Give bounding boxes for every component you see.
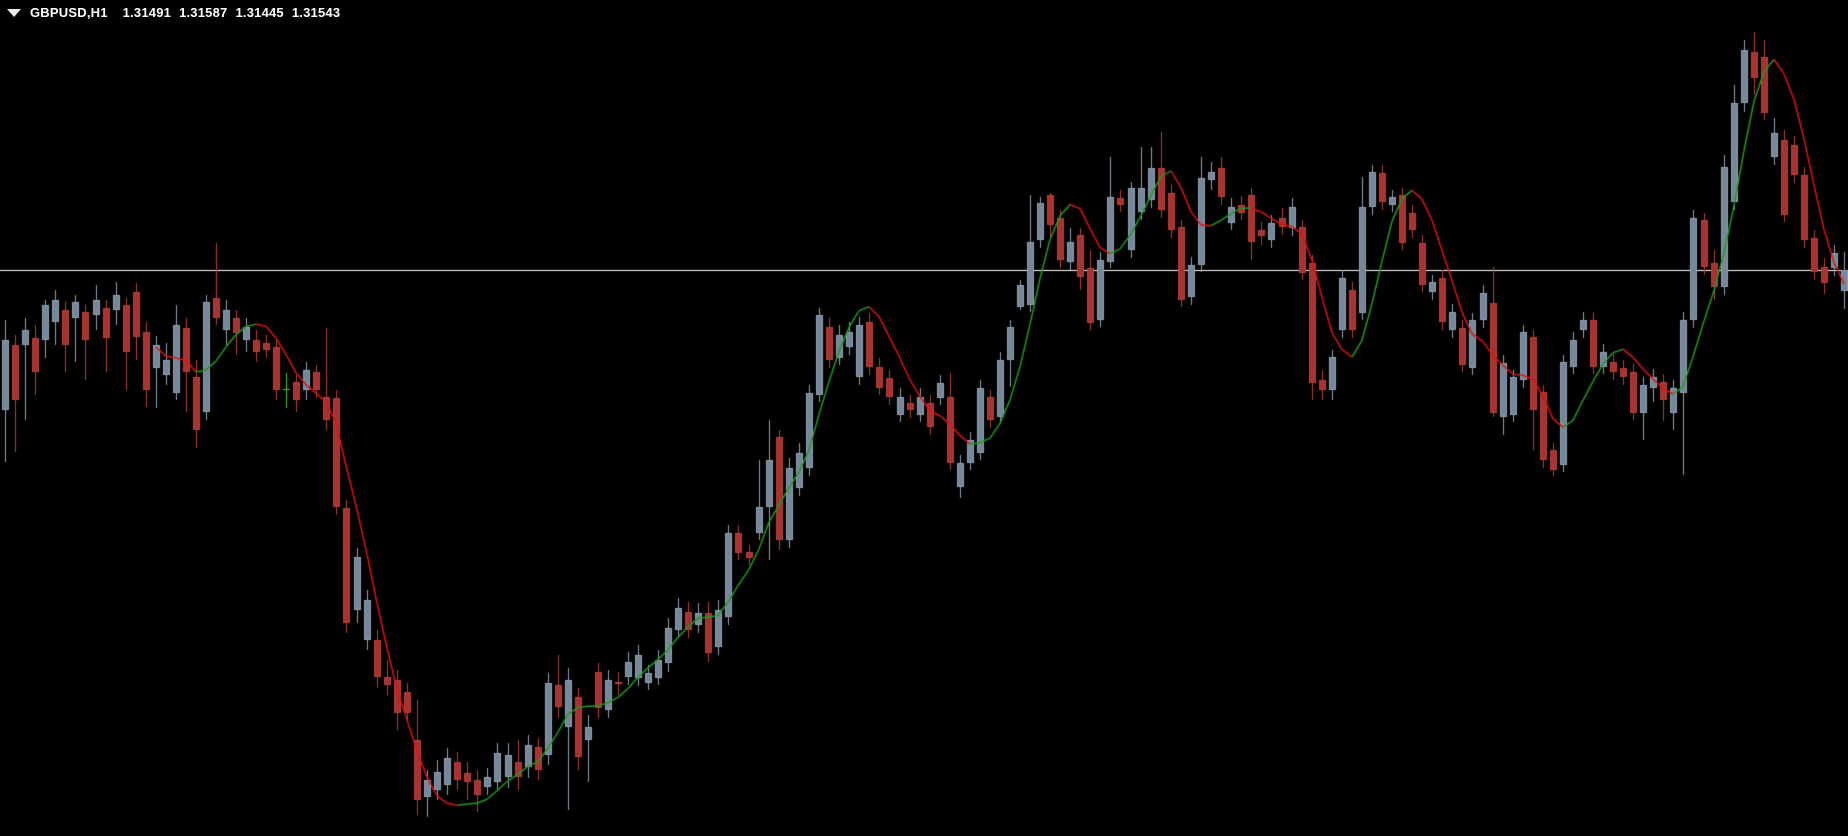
quote-high: 1.31587 <box>179 5 228 20</box>
quote-low: 1.31445 <box>235 5 284 20</box>
chart-header: GBPUSD,H1 1.31491 1.31587 1.31445 1.3154… <box>7 5 348 20</box>
symbol-marker-icon[interactable] <box>7 9 21 17</box>
quote-open: 1.31491 <box>122 5 172 20</box>
symbol-timeframe-label: GBPUSD,H1 <box>30 5 108 20</box>
quote-close: 1.31543 <box>291 5 341 20</box>
